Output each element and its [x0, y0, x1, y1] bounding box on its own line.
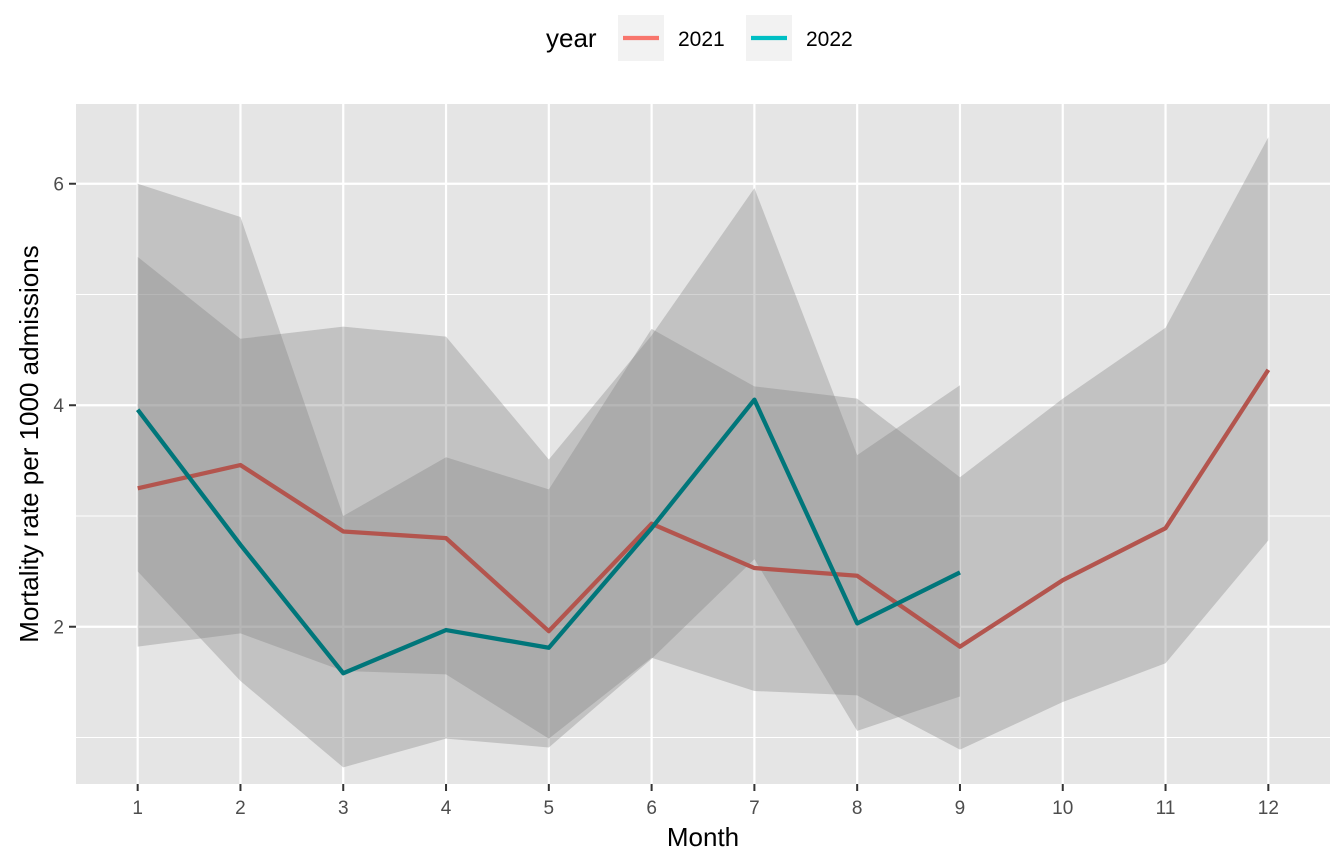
x-tick-label: 1	[132, 798, 143, 819]
x-axis-title: Month	[667, 822, 739, 852]
y-tick-label: 4	[53, 396, 64, 417]
x-tick-label: 2	[235, 798, 246, 819]
x-tick-label: 4	[441, 798, 452, 819]
x-tick-label: 11	[1156, 798, 1176, 819]
x-tick-label: 3	[338, 798, 349, 819]
series-line-2022	[135, 397, 961, 676]
panel-background	[76, 104, 1330, 784]
x-tick-label: 6	[646, 798, 657, 819]
legend: year 2021 2022	[546, 15, 853, 61]
y-tick-label: 6	[53, 175, 64, 196]
legend-label-2021: 2021	[678, 28, 725, 51]
x-axis: 1 2 3 4 5 6 7 8 9 10 11 12	[132, 784, 1279, 819]
confidence-band-2022	[137, 188, 960, 768]
x-tick-label: 8	[852, 798, 863, 819]
x-tick-label: 9	[955, 798, 966, 819]
x-tick-label: 7	[749, 798, 760, 819]
x-tick-label: 10	[1052, 798, 1073, 819]
confidence-band-2021	[137, 137, 1269, 750]
y-axis: 2 4 6	[53, 175, 76, 639]
legend-title: year	[546, 23, 597, 53]
x-tick-label: 5	[544, 798, 555, 819]
series-line-2021	[137, 368, 1271, 649]
y-tick-label: 2	[53, 618, 64, 639]
y-axis-title: Mortality rate per 1000 admissions	[14, 245, 44, 642]
legend-label-2022: 2022	[806, 28, 853, 51]
plot-panel	[76, 104, 1330, 784]
x-tick-label: 12	[1258, 798, 1279, 819]
